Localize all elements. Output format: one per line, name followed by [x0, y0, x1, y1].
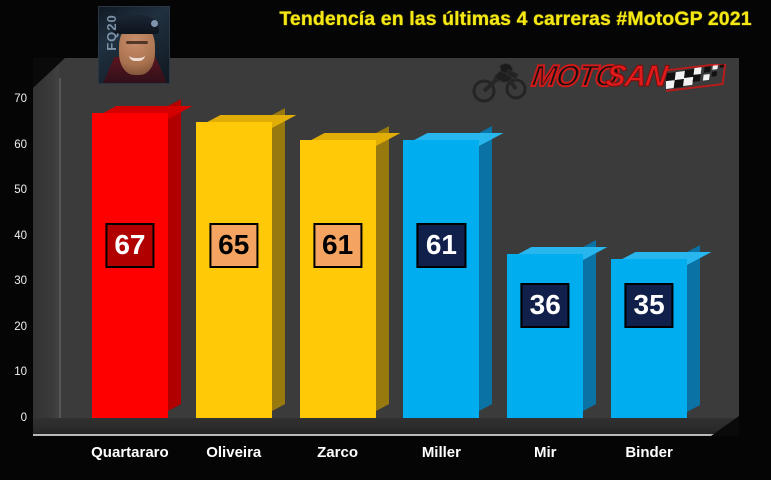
bar-label-anchor: 36	[507, 58, 583, 436]
y-axis-tick-label: 0	[20, 412, 27, 424]
bar-side-face	[375, 126, 389, 412]
rider-photo-caption: FQ20	[103, 14, 119, 51]
x-axis-category-label: Miller	[421, 444, 461, 461]
bar-series: 67 65 61 61 36 35	[33, 58, 739, 436]
rider-photo: FQ20	[98, 6, 170, 84]
bar-label-anchor: 61	[403, 58, 479, 436]
x-axis: Quartararo Oliveira Zarco Miller Mir Binder	[0, 444, 771, 474]
plot-floor	[33, 418, 739, 436]
bar-front-face	[403, 140, 480, 418]
x-axis-category-label: Oliveira	[206, 444, 262, 461]
bar-front-face	[195, 121, 272, 418]
plot-area: 67 65 61 61 36 35	[33, 58, 739, 436]
y-axis-tick-label: 70	[14, 93, 27, 105]
y-axis-tick-label: 10	[14, 366, 27, 379]
x-axis-category-label: Zarco	[317, 444, 359, 461]
x-axis-category-label: Mir	[534, 444, 557, 461]
bar[interactable]	[299, 126, 401, 418]
y-axis-line	[59, 78, 61, 418]
bar-side-face	[687, 244, 701, 411]
bar-label-anchor: 61	[300, 58, 376, 436]
bar-side-face	[271, 107, 285, 412]
bar-side-face	[583, 240, 597, 411]
x-axis-category-label: Binder	[625, 444, 673, 461]
bar-label-anchor: 35	[611, 58, 687, 436]
bar-value-label: 36	[520, 282, 570, 328]
rider-smile	[129, 55, 145, 61]
y-axis: 0 10 20 30 40 50 60 70	[0, 58, 33, 436]
logo-word-san: SAN	[603, 60, 669, 94]
bar-label-anchor: 67	[92, 58, 168, 436]
bar-value-label: 67	[105, 223, 155, 269]
rider-eyes	[126, 41, 148, 44]
bar-value-label: 35	[624, 282, 674, 328]
checkered-flag-icon	[666, 64, 727, 93]
y-axis-tick-label: 50	[14, 184, 27, 197]
bar[interactable]	[403, 126, 504, 418]
y-axis-tick-label: 20	[14, 320, 27, 333]
bar-front-face	[507, 253, 584, 418]
y-axis-tick-label: 30	[14, 275, 27, 288]
bar-label-anchor: 65	[196, 58, 272, 436]
bar-value-label: 61	[416, 223, 466, 269]
bar-value-label: 61	[313, 223, 363, 269]
x-axis-category-label: Quartararo	[91, 444, 169, 461]
bar-front-face	[299, 140, 376, 418]
plot-left-wall	[33, 58, 59, 436]
bar-side-face	[479, 126, 493, 412]
bar-side-face	[167, 98, 181, 412]
bar[interactable]	[507, 240, 608, 418]
y-axis-tick-label: 60	[14, 138, 27, 151]
motorcycle-icon	[472, 63, 527, 103]
rider-cap	[113, 15, 159, 34]
chart-title: Tendencía en las últimas 4 carreras #Mot…	[279, 8, 752, 30]
y-axis-tick-label: 40	[14, 229, 27, 242]
bar-value-label: 65	[209, 223, 259, 269]
bar[interactable]	[195, 107, 297, 418]
motosan-logo: MOTO SAN	[470, 56, 738, 108]
